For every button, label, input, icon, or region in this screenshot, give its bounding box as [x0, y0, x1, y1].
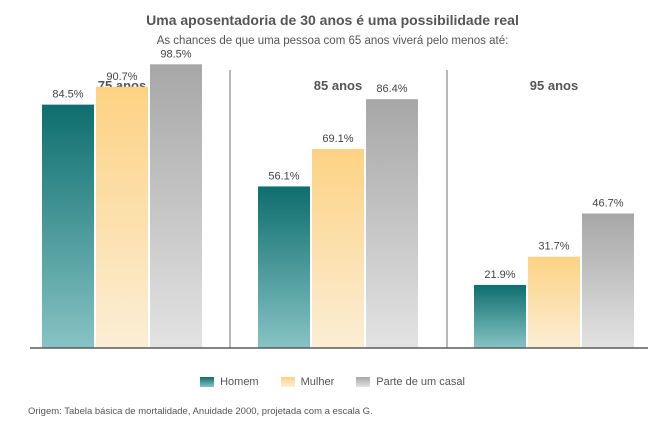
data-label: 90.7% — [106, 71, 137, 83]
data-label: 69.1% — [322, 133, 353, 145]
chart-legend: Homem Mulher Parte de um casal — [0, 376, 665, 388]
chart-title: Uma aposentadoria de 30 anos é uma possi… — [146, 12, 519, 28]
data-label: 31.7% — [538, 241, 569, 253]
chart-subtitle: As chances de que uma pessoa com 65 anos… — [156, 35, 509, 47]
legend-item-casal: Parte de um casal — [356, 376, 465, 388]
legend-label-mulher: Mulher — [300, 376, 335, 388]
bar-homem — [258, 186, 310, 348]
bar-chart: 75 anos 85 anos 95 anos84.5%90.7%98.5%56.1… — [30, 48, 648, 349]
data-label: 21.9% — [484, 269, 515, 281]
legend-item-mulher: Mulher — [280, 376, 335, 388]
legend-label-casal: Parte de um casal — [376, 376, 465, 388]
bar-homem — [42, 104, 94, 348]
bar-mulher — [528, 256, 580, 348]
bar-casal — [150, 64, 202, 348]
legend-swatch-mulher — [280, 377, 295, 387]
data-label: 46.7% — [592, 198, 623, 210]
data-label: 98.5% — [160, 48, 191, 60]
legend-label-homem: Homem — [220, 376, 259, 388]
data-label: 56.1% — [268, 170, 299, 182]
data-label: 86.4% — [376, 83, 407, 95]
data-label: 84.5% — [52, 89, 83, 101]
legend-item-homem: Homem — [200, 376, 259, 388]
bar-mulher — [312, 148, 364, 348]
legend-swatch-casal — [356, 377, 371, 387]
legend-swatch-homem — [200, 377, 215, 387]
bar-casal — [582, 213, 634, 348]
bar-casal — [366, 99, 418, 348]
source-note: Origem: Tabela básica de mortalidade, An… — [28, 406, 373, 417]
bar-mulher — [96, 86, 148, 348]
category-label: 95 anos — [530, 78, 578, 93]
bar-homem — [474, 284, 526, 348]
category-label: 85 anos — [314, 78, 362, 93]
